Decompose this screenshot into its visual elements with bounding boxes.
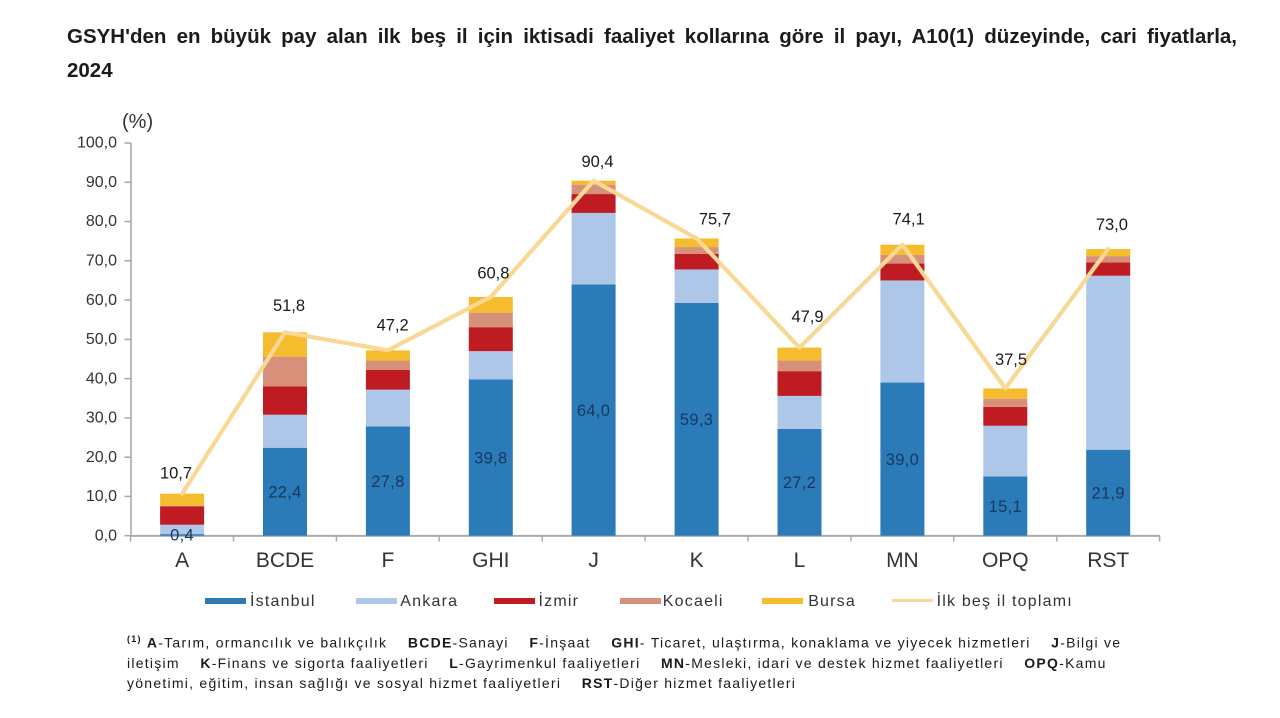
svg-text:64,0: 64,0 [577, 402, 610, 420]
svg-text:74,1: 74,1 [893, 211, 925, 229]
svg-text:39,8: 39,8 [474, 449, 507, 467]
svg-text:75,7: 75,7 [699, 211, 731, 229]
svg-text:37,5: 37,5 [995, 351, 1027, 369]
svg-text:21,9: 21,9 [1092, 485, 1125, 503]
svg-text:0,0: 0,0 [95, 527, 117, 544]
svg-text:15,1: 15,1 [989, 498, 1022, 516]
svg-text:J: J [588, 549, 599, 572]
svg-text:50,0: 50,0 [86, 331, 117, 348]
svg-text:22,4: 22,4 [268, 484, 301, 502]
svg-text:47,9: 47,9 [791, 308, 823, 326]
svg-text:GHI: GHI [472, 549, 509, 572]
svg-text:27,8: 27,8 [371, 473, 404, 491]
svg-text:90,4: 90,4 [581, 153, 613, 171]
svg-text:27,2: 27,2 [783, 474, 816, 492]
svg-text:10,0: 10,0 [86, 488, 117, 505]
svg-text:100,0: 100,0 [77, 135, 117, 152]
svg-text:51,8: 51,8 [273, 297, 305, 315]
svg-text:0,4: 0,4 [170, 527, 194, 545]
svg-text:90,0: 90,0 [86, 174, 117, 191]
svg-text:10,7: 10,7 [160, 465, 192, 483]
svg-text:80,0: 80,0 [86, 213, 117, 230]
svg-text:BCDE: BCDE [256, 549, 314, 572]
svg-text:70,0: 70,0 [86, 253, 117, 270]
svg-text:59,3: 59,3 [680, 411, 713, 429]
svg-text:40,0: 40,0 [86, 370, 117, 387]
svg-text:OPQ: OPQ [982, 549, 1029, 572]
svg-text:F: F [381, 549, 394, 572]
svg-text:K: K [690, 549, 704, 572]
svg-text:60,0: 60,0 [86, 292, 117, 309]
svg-text:47,2: 47,2 [377, 317, 409, 335]
svg-text:L: L [794, 549, 806, 572]
svg-text:20,0: 20,0 [86, 449, 117, 466]
svg-text:RST: RST [1087, 549, 1129, 572]
svg-text:39,0: 39,0 [886, 451, 919, 469]
svg-text:73,0: 73,0 [1096, 216, 1128, 234]
svg-text:MN: MN [886, 549, 919, 572]
svg-text:60,8: 60,8 [477, 265, 509, 283]
svg-text:A: A [175, 549, 189, 572]
svg-text:30,0: 30,0 [86, 410, 117, 427]
